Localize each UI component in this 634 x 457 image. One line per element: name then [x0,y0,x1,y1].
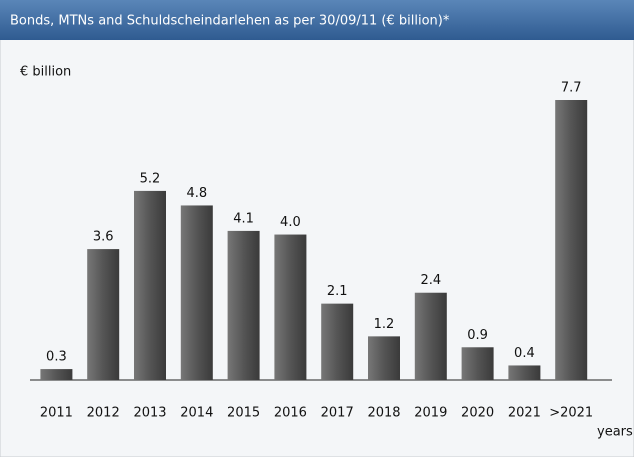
x-tick-label: 2014 [180,406,213,421]
value-label: 3.6 [93,230,114,245]
x-tick-label: 2021 [508,406,541,421]
bar [180,205,213,380]
bar [555,100,588,380]
x-tick-label: >2021 [549,406,593,421]
header [0,0,634,40]
bar [414,292,447,380]
value-label: 4.8 [186,186,207,201]
x-tick-label: 2012 [87,406,120,421]
bar [508,365,541,380]
bar [461,347,494,380]
value-label: 7.7 [561,81,582,96]
bar [321,303,354,380]
value-label: 0.4 [514,346,535,361]
x-tick-label: 2020 [461,406,494,421]
value-label: 4.0 [280,215,301,230]
x-tick-label: 2015 [227,406,260,421]
y-axis-label: € billion [20,65,71,80]
bar [368,336,400,380]
x-tick-label: 2019 [414,406,447,421]
value-label: 5.2 [140,171,161,186]
bar [274,234,307,380]
bar [87,249,120,380]
chart-title: Bonds, MTNs and Schuldscheindarlehen as … [10,14,450,29]
value-label: 2.4 [420,273,441,288]
value-label: 4.1 [233,211,254,226]
x-tick-label: 2017 [321,406,354,421]
value-label: 2.1 [327,284,348,299]
bar [134,190,166,380]
x-axis-label: years [597,425,633,440]
value-label: 0.3 [46,350,67,365]
x-tick-label: 2016 [274,406,307,421]
x-tick-label: 2011 [40,406,73,421]
x-tick-label: 2018 [367,406,400,421]
bar [40,369,73,380]
x-tick-label: 2013 [133,406,166,421]
value-label: 1.2 [374,317,395,332]
bar [227,230,260,380]
value-label: 0.9 [467,328,488,343]
